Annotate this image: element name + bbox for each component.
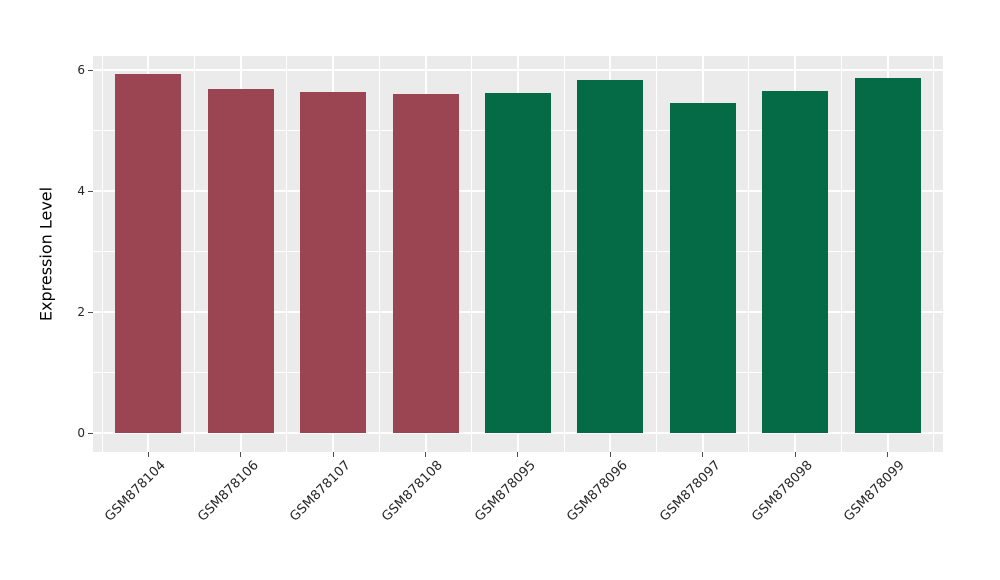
x-tick-mark <box>240 452 242 457</box>
x-tick-mark <box>702 452 704 457</box>
x-tick-mark <box>332 452 334 457</box>
x-tick-label: GSM878107 <box>287 458 354 525</box>
bar-GSM878096 <box>577 79 644 434</box>
y-tick-label: 6 <box>77 63 85 77</box>
x-tick-mark <box>609 452 611 457</box>
gridline-minor-vertical <box>101 56 103 452</box>
gridline-minor-vertical <box>840 56 842 452</box>
gridline-minor-vertical <box>933 56 935 452</box>
y-tick-label: 2 <box>77 305 85 320</box>
x-tick-mark <box>517 452 519 457</box>
gridline-minor-vertical <box>471 56 473 452</box>
y-axis-title: Expression Level <box>36 186 56 322</box>
bar-GSM878095 <box>484 93 551 434</box>
bar-GSM878107 <box>300 91 367 434</box>
x-tick-mark <box>887 452 888 457</box>
x-tick-label: GSM878098 <box>749 458 816 525</box>
gridline-minor-vertical <box>748 56 750 452</box>
bar-GSM878108 <box>392 94 459 434</box>
x-tick-label: GSM878099 <box>841 458 909 525</box>
x-tick-label: GSM878097 <box>656 458 724 525</box>
x-tick-label: GSM878108 <box>379 458 447 525</box>
x-tick-mark <box>794 452 796 457</box>
y-tick-mark <box>88 432 93 434</box>
plot-panel <box>93 56 943 452</box>
bar-GSM878099 <box>854 77 921 434</box>
x-tick-label: GSM878095 <box>471 458 539 525</box>
y-tick-mark <box>88 69 93 71</box>
gridline-minor-vertical <box>286 56 288 452</box>
y-tick-mark <box>88 190 93 192</box>
x-tick-label: GSM878106 <box>194 458 262 525</box>
gridline-minor-vertical <box>194 56 195 452</box>
x-tick-mark <box>147 452 149 457</box>
bar-GSM878098 <box>762 91 829 434</box>
y-tick-label: 0 <box>77 426 85 441</box>
x-tick-label: GSM878096 <box>564 458 631 525</box>
gridline-minor-vertical <box>656 56 657 452</box>
y-tick-mark <box>88 311 93 313</box>
x-tick-mark <box>425 452 426 457</box>
gridline-minor-vertical <box>563 56 565 452</box>
y-tick-label: 4 <box>77 184 85 199</box>
x-tick-label: GSM878104 <box>102 458 169 525</box>
bar-GSM878097 <box>669 103 736 434</box>
bar-GSM878104 <box>115 74 182 434</box>
gridline-minor-vertical <box>378 56 380 452</box>
bar-GSM878106 <box>207 88 274 434</box>
